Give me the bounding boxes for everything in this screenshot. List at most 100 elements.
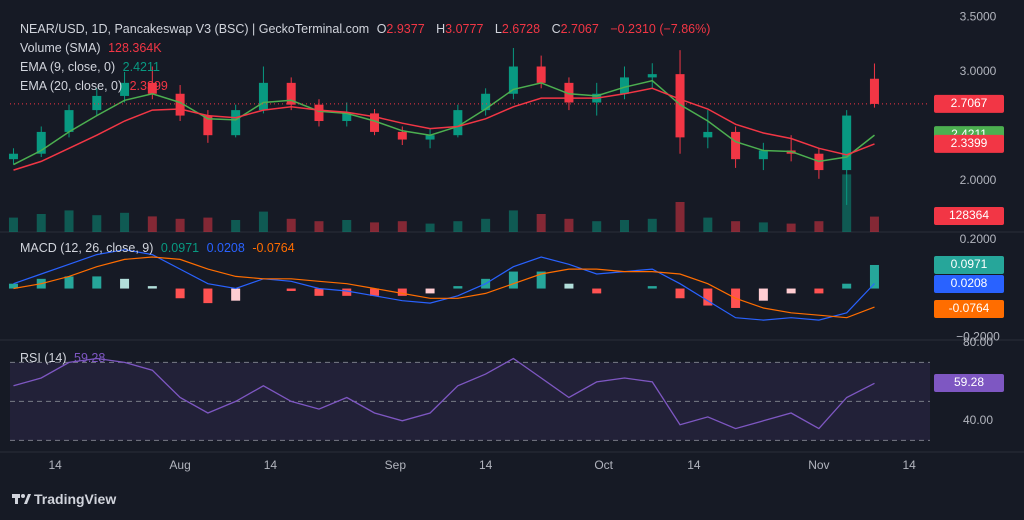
ohlc: C2.7067 [552, 22, 603, 36]
x-tick-label: 14 [48, 458, 62, 472]
volume-bar [231, 220, 241, 232]
histogram-bar [425, 288, 435, 294]
x-tick-label: Oct [594, 458, 613, 472]
volume-bar [675, 202, 685, 232]
symbol: NEAR/USD, 1D, Pancakeswap V3 (BSC) | Gec… [20, 22, 370, 36]
histogram-bar [92, 276, 102, 289]
x-tick-label: 14 [687, 458, 701, 472]
histogram-bar [814, 288, 824, 294]
branding: TradingView [34, 491, 117, 507]
ohlc-value: 2.9377 [386, 22, 425, 36]
ohlc-letter: L [494, 22, 502, 36]
histogram-bar [703, 288, 713, 306]
volume-bar [397, 221, 407, 232]
volume-bar [64, 210, 74, 232]
candle-body [175, 93, 185, 116]
histogram-label-box [934, 256, 1004, 274]
volume-bar [453, 221, 463, 232]
candle-body [92, 95, 102, 111]
histogram-bar [286, 288, 296, 291]
last-price-label: 2.7067 [951, 96, 988, 110]
volume-bar [175, 218, 185, 232]
candle-body [675, 74, 685, 138]
y-tick-label: −0.2000 [956, 329, 1000, 343]
signal-label: -0.0764 [949, 301, 990, 315]
ema-label-box [934, 134, 1004, 153]
rsi-label: 59.28 [954, 375, 984, 389]
tradingview-logo [12, 494, 31, 504]
candle-body [397, 131, 407, 140]
candle-body [370, 113, 380, 132]
histogram-bar [453, 286, 463, 289]
volume-bar [869, 216, 879, 232]
volume-bar [36, 214, 46, 232]
histogram-bar [536, 271, 546, 289]
candle-body [36, 131, 46, 154]
indicator-line [13, 87, 875, 171]
x-tick-label: 14 [902, 458, 916, 472]
volume-bar [286, 218, 296, 232]
x-tick-label: Aug [169, 458, 190, 472]
candle-body [286, 82, 296, 105]
legend-value: -0.0764 [252, 241, 295, 255]
histogram-bar [314, 288, 324, 296]
histogram-bar [564, 283, 574, 289]
y-tick-label: 80.00 [963, 335, 993, 349]
histogram-bar [64, 276, 74, 289]
macd-legend: MACD (12, 26, close, 9) 0.0971 0.0208 -0… [20, 241, 299, 255]
indicator-line [13, 256, 875, 319]
candle-body [703, 131, 713, 138]
ohlc-value: 3.0777 [445, 22, 484, 36]
volume-bar [203, 217, 213, 232]
volume-legend: Volume (SMA) 128.364K [20, 41, 166, 55]
candle-body [564, 82, 574, 103]
volume-bar [536, 214, 546, 232]
ohlc-letter: C [551, 22, 561, 36]
candle-body [203, 115, 213, 136]
legend-value: 0.0208 [206, 241, 245, 255]
histogram-bar [508, 271, 518, 289]
signal-label-box [934, 300, 1004, 318]
candle-body [619, 77, 629, 94]
ema20-legend: EMA (20, close, 0) 2.3399 [20, 79, 172, 93]
ohlc: L2.6728 [495, 22, 544, 36]
volume-bar [619, 220, 629, 232]
candle-body [231, 110, 241, 136]
volume-bar [592, 221, 602, 232]
candle-body [869, 78, 879, 104]
legend-value: 2.4211 [122, 60, 160, 74]
candle-body [731, 131, 741, 160]
change: −0.2310 (−7.86%) [610, 22, 711, 36]
histogram-bar [842, 283, 852, 289]
legend-name: Volume (SMA) [20, 41, 101, 55]
y-tick-label: 0.2000 [960, 232, 997, 246]
volume-bar [258, 211, 268, 232]
indicator-line [13, 249, 875, 321]
histogram-bar [342, 288, 352, 296]
volume-bar [92, 215, 102, 232]
legend-name: EMA (20, close, 0) [20, 79, 123, 93]
ohlc: O2.9377 [377, 22, 429, 36]
histogram-bar [8, 283, 18, 289]
histogram-bar [203, 288, 213, 304]
ohlc-value: 2.6728 [501, 22, 541, 36]
indicator-line [13, 357, 875, 430]
histogram-bar [592, 288, 602, 294]
ema-label: 2.3399 [951, 136, 988, 150]
volume-bar [425, 223, 435, 232]
x-tick-label: 14 [264, 458, 278, 472]
volume-bar [647, 218, 657, 232]
legend-value: 128.364K [108, 41, 162, 55]
candle-body [120, 82, 130, 96]
volume-bar [8, 217, 18, 232]
histogram-bar [397, 288, 407, 296]
volume-bar [758, 222, 768, 232]
candle-body [342, 113, 352, 122]
volume-bar [564, 218, 574, 232]
volume-label-box [934, 207, 1004, 225]
candle-body [147, 82, 157, 94]
rsi-legend: RSI (14) 59.28 [20, 351, 109, 365]
legend-name: RSI (14) [20, 351, 67, 365]
